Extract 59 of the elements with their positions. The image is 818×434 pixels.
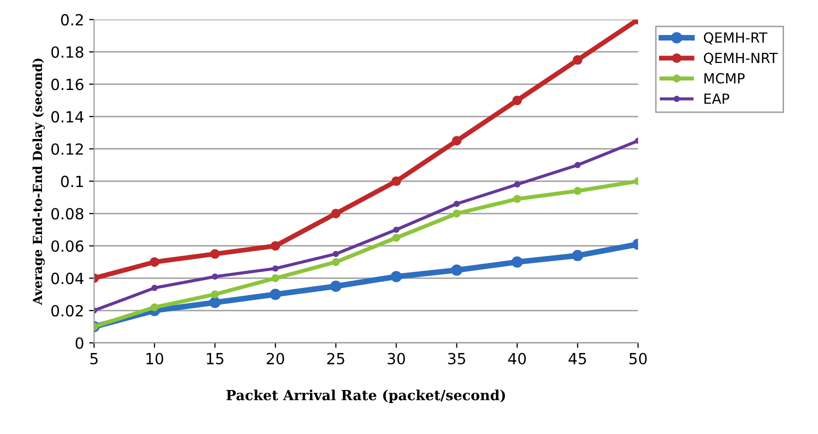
legend-label: QEMH-RT bbox=[704, 32, 768, 44]
legend-label: QEMH-NRT bbox=[704, 52, 778, 65]
point bbox=[270, 241, 280, 251]
point bbox=[150, 257, 160, 267]
point bbox=[574, 186, 582, 195]
y-tick-label: 0 bbox=[76, 337, 84, 349]
x-tick-label: 45 bbox=[568, 353, 586, 364]
point bbox=[513, 195, 522, 203]
point bbox=[210, 290, 219, 298]
y-tick-label: 0.12 bbox=[51, 143, 83, 155]
y-tick-label: 0.08 bbox=[51, 208, 84, 220]
point bbox=[451, 264, 462, 276]
legend-label: EAP bbox=[704, 94, 730, 104]
y-tick-label: 0.18 bbox=[51, 46, 84, 58]
y-tick-label: 0.04 bbox=[51, 272, 84, 284]
x-axis-title: Packet Arrival Rate (packet/second) bbox=[226, 390, 505, 404]
point bbox=[331, 208, 341, 218]
x-tick-label: 10 bbox=[146, 352, 164, 364]
point bbox=[392, 234, 400, 242]
point bbox=[150, 303, 158, 312]
point bbox=[270, 288, 282, 300]
y-tick-label: 0.16 bbox=[51, 78, 84, 90]
point bbox=[512, 96, 522, 106]
x-tick-label: 25 bbox=[327, 352, 344, 364]
point bbox=[210, 249, 220, 259]
point bbox=[574, 162, 581, 168]
point bbox=[271, 274, 280, 282]
y-tick-label: 0.14 bbox=[51, 110, 84, 123]
point bbox=[512, 256, 523, 268]
y-tick-label: 0.1 bbox=[61, 176, 83, 188]
point bbox=[514, 181, 520, 188]
y-tick-label: 0.2 bbox=[61, 14, 83, 26]
point bbox=[151, 284, 158, 292]
y-axis-title: Average End-to-End Delay (second) bbox=[32, 58, 45, 306]
x-tick-label: 30 bbox=[388, 352, 405, 364]
x-tick-label: 20 bbox=[266, 352, 284, 364]
point bbox=[330, 280, 342, 292]
point bbox=[390, 270, 402, 282]
point bbox=[572, 250, 584, 262]
y-tick-label: 0.02 bbox=[51, 304, 83, 317]
y-tick-label: 0.06 bbox=[51, 240, 84, 252]
point bbox=[209, 296, 221, 308]
point bbox=[332, 258, 340, 266]
point bbox=[212, 273, 218, 280]
point bbox=[391, 176, 402, 186]
point bbox=[332, 250, 339, 258]
line-series bbox=[94, 138, 638, 314]
point bbox=[272, 265, 279, 272]
x-tick-label: 50 bbox=[630, 352, 647, 364]
point bbox=[452, 210, 461, 218]
x-tick-label: 40 bbox=[508, 352, 526, 364]
point bbox=[452, 136, 462, 146]
point bbox=[393, 226, 400, 233]
x-tick-label: 5 bbox=[90, 353, 98, 364]
legend-label: MCMP bbox=[704, 73, 745, 84]
point bbox=[572, 55, 582, 65]
x-tick-label: 15 bbox=[206, 353, 224, 364]
point bbox=[454, 200, 460, 207]
x-tick-label: 35 bbox=[448, 352, 466, 364]
